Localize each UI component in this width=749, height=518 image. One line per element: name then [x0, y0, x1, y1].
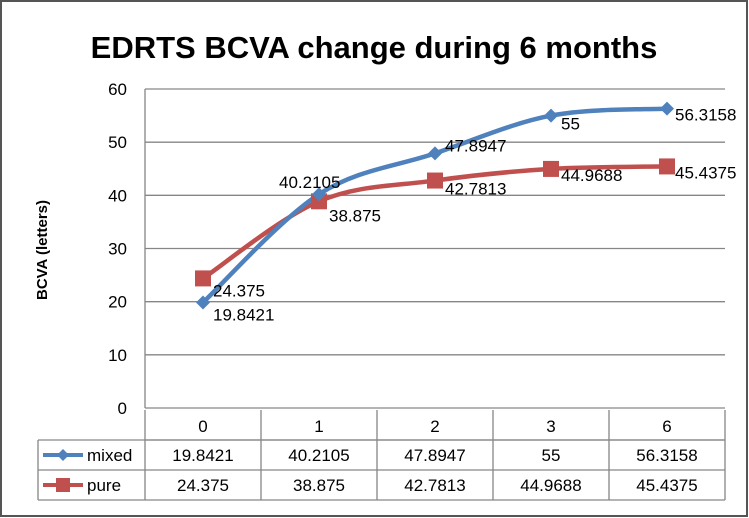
chart-title: EDRTS BCVA change during 6 months	[91, 30, 658, 65]
data-point-mixed	[312, 187, 326, 202]
data-point-pure	[427, 172, 443, 189]
y-tick-label: 30	[108, 240, 127, 259]
table-cell: 38.875	[293, 476, 345, 495]
table-cell: 42.7813	[404, 476, 465, 495]
data-label-mixed: 40.2105	[279, 173, 340, 192]
y-tick-label: 10	[108, 346, 127, 365]
data-point-mixed	[660, 101, 674, 116]
table-cell: 47.8947	[404, 446, 465, 465]
table-cell: 19.8421	[172, 446, 233, 465]
x-category-label: 1	[314, 417, 323, 436]
data-label-mixed: 47.8947	[445, 136, 506, 155]
y-tick-label: 40	[108, 186, 127, 205]
x-category-label: 6	[662, 417, 671, 436]
table-cell: 56.3158	[636, 446, 697, 465]
data-point-mixed	[544, 108, 558, 123]
data-point-pure	[659, 158, 675, 175]
data-label-mixed: 56.3158	[675, 106, 736, 125]
data-label-pure: 42.7813	[445, 180, 506, 199]
data-label-pure: 24.375	[213, 281, 265, 300]
x-category-label: 2	[430, 417, 439, 436]
data-point-pure	[543, 160, 559, 177]
data-label-pure: 44.9688	[561, 166, 622, 185]
data-point-pure	[195, 270, 211, 287]
legend-label-mixed: mixed	[87, 446, 132, 465]
table-cell: 55	[542, 446, 561, 465]
y-tick-label: 0	[118, 399, 127, 418]
data-point-pure	[311, 193, 327, 210]
data-label-mixed: 19.8421	[213, 306, 274, 325]
y-tick-label: 20	[108, 293, 127, 312]
y-tick-label: 50	[108, 133, 127, 152]
legend-diamond-marker	[57, 449, 69, 461]
data-point-mixed	[428, 146, 442, 161]
y-axis-label: BCVA (letters)	[34, 200, 51, 300]
y-tick-label: 60	[108, 80, 127, 99]
legend-label-pure: pure	[87, 476, 121, 495]
table-cell: 44.9688	[520, 476, 581, 495]
x-category-label: 3	[546, 417, 555, 436]
data-point-mixed	[196, 295, 210, 310]
table-cell: 45.4375	[636, 476, 697, 495]
data-label-pure: 38.875	[329, 206, 381, 225]
table-cell: 24.375	[177, 476, 229, 495]
x-category-label: 0	[198, 417, 207, 436]
data-label-pure: 45.4375	[675, 163, 736, 182]
data-label-mixed: 55	[561, 115, 580, 134]
legend-square-marker	[56, 478, 70, 492]
table-cell: 40.2105	[288, 446, 349, 465]
